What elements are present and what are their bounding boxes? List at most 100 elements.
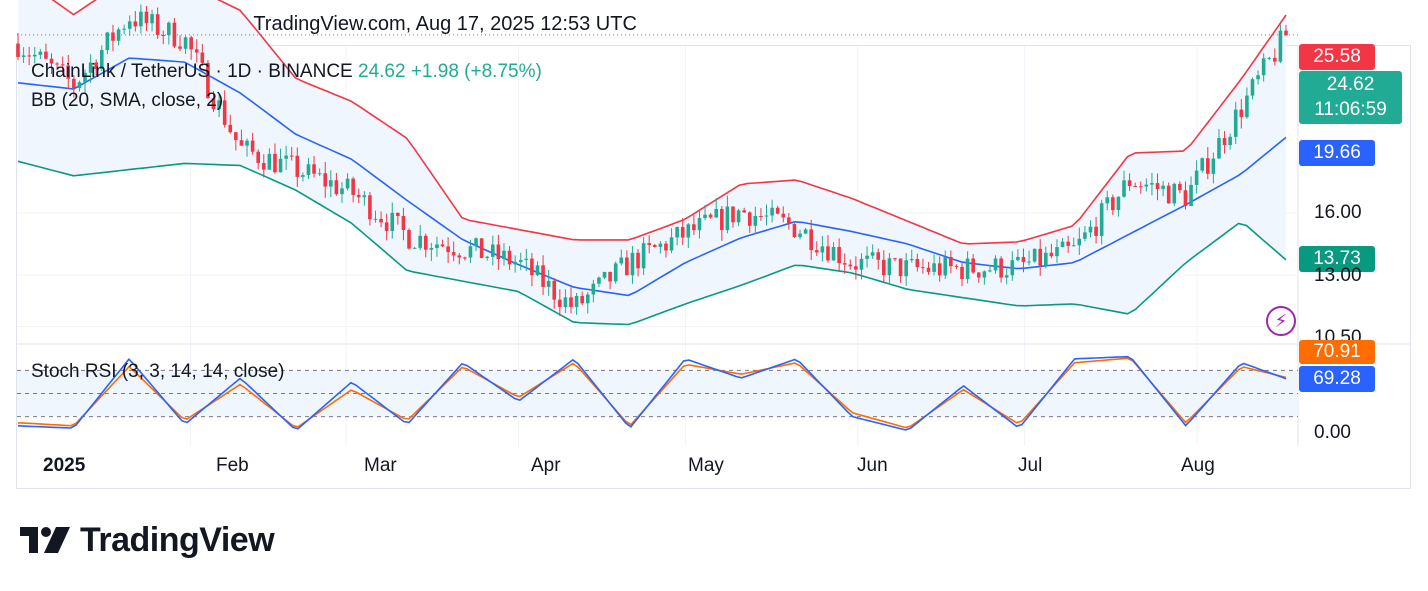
- candlesticks: [16, 4, 1288, 317]
- candle-body: [228, 124, 233, 133]
- candle: [55, 62, 59, 71]
- lightning-icon[interactable]: ⚡: [1266, 306, 1296, 336]
- candle-body: [178, 46, 182, 49]
- candle: [602, 271, 607, 280]
- candle-body: [27, 55, 31, 57]
- candle-body: [368, 195, 372, 220]
- candle-body: [1267, 57, 1272, 59]
- candle: [1071, 237, 1076, 247]
- candle: [507, 246, 512, 270]
- bar-countdown: 11:06:59: [1314, 99, 1387, 120]
- candle-body: [440, 244, 445, 247]
- candle: [820, 236, 825, 262]
- candle: [77, 80, 82, 92]
- candle-body: [133, 21, 138, 27]
- stoch-k-badge: 69.28: [1299, 366, 1375, 392]
- candle: [1155, 173, 1160, 201]
- candle-body: [317, 173, 322, 175]
- candle: [16, 33, 20, 61]
- candle: [127, 15, 132, 36]
- candle-body: [608, 271, 612, 282]
- candle: [1144, 178, 1149, 192]
- candle-body: [937, 263, 942, 276]
- candle: [211, 90, 216, 112]
- candle: [1166, 182, 1171, 204]
- price-tick-13: 13.00: [1314, 265, 1362, 286]
- candle-body: [1060, 241, 1065, 248]
- candle-body: [552, 280, 557, 300]
- candle-body: [781, 213, 786, 218]
- candle: [105, 31, 110, 55]
- candle: [228, 114, 233, 134]
- candle: [423, 233, 428, 258]
- candle-body: [541, 265, 545, 287]
- candle: [613, 261, 618, 284]
- candle: [803, 227, 808, 235]
- candle: [1083, 225, 1087, 242]
- candle-body: [988, 270, 992, 272]
- candle-body: [1111, 197, 1115, 211]
- symbol-legend[interactable]: ChainLink / TetherUS · 1D · BINANCE 24.6…: [31, 61, 542, 83]
- price-change-legend: +1.98 (+8.75%): [410, 61, 542, 82]
- candle-body: [960, 266, 964, 280]
- candle: [38, 48, 43, 60]
- candle: [1099, 199, 1104, 245]
- candle: [870, 244, 875, 259]
- candle: [1055, 239, 1059, 263]
- candle: [954, 264, 959, 270]
- candle: [1228, 133, 1232, 150]
- candle: [770, 199, 774, 223]
- candle: [139, 4, 143, 34]
- candle-body: [295, 155, 300, 177]
- candle-body: [831, 246, 836, 261]
- candle-body: [474, 238, 478, 247]
- price-tick-16: 16.00: [1314, 202, 1362, 223]
- candle: [697, 209, 702, 239]
- candle-body: [708, 214, 713, 218]
- candle-body: [1027, 261, 1031, 263]
- candle: [809, 219, 813, 260]
- candle: [552, 278, 557, 309]
- candle-body: [356, 194, 361, 198]
- candle: [759, 208, 763, 221]
- candle: [446, 237, 450, 264]
- stoch-rsi-pane: [17, 355, 1298, 431]
- candle-body: [345, 178, 350, 189]
- candle-body: [921, 267, 925, 269]
- candle-body: [932, 263, 936, 272]
- candle: [155, 7, 160, 39]
- candle-body: [563, 297, 568, 308]
- candle-body: [49, 58, 54, 64]
- candle: [1205, 147, 1210, 180]
- candle-body: [200, 52, 205, 63]
- candle: [1256, 70, 1260, 85]
- candle: [496, 234, 501, 270]
- candle-body: [518, 259, 523, 262]
- candle-body: [60, 64, 65, 66]
- candle: [373, 210, 378, 223]
- candle-body: [1228, 136, 1232, 146]
- candle: [686, 223, 691, 249]
- candle-body: [725, 206, 730, 231]
- candle-body: [658, 243, 663, 247]
- candle: [1077, 227, 1082, 255]
- stoch-legend[interactable]: Stoch RSI (3, 3, 14, 14, close): [31, 361, 285, 382]
- candle-body: [742, 210, 746, 213]
- candle-body: [139, 11, 143, 27]
- candle-body: [1250, 79, 1255, 96]
- candle-body: [463, 257, 467, 259]
- candle-body: [1127, 180, 1132, 187]
- candle: [217, 94, 221, 118]
- candle: [1060, 238, 1065, 248]
- bb-legend[interactable]: BB (20, SMA, close, 2): [31, 90, 224, 111]
- candle-body: [882, 259, 886, 276]
- candle-body: [167, 22, 171, 36]
- candle: [239, 129, 244, 146]
- candle: [1094, 216, 1098, 244]
- candle: [720, 206, 724, 241]
- candle-body: [16, 43, 20, 57]
- candle-body: [451, 252, 456, 256]
- candle: [384, 213, 389, 241]
- candle: [708, 212, 713, 219]
